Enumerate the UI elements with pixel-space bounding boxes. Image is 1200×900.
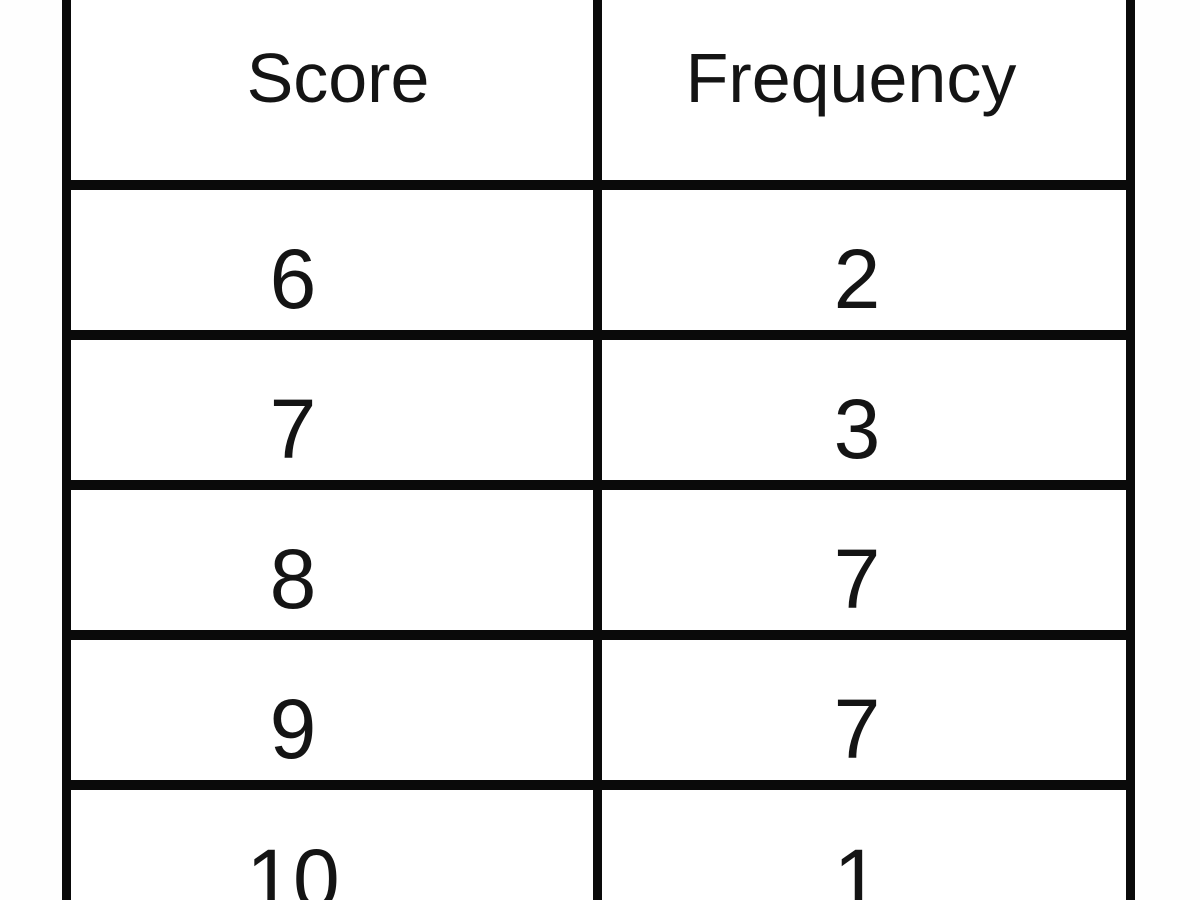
frequency-column-header: Frequency	[602, 0, 1126, 180]
table-row: 7 3	[71, 340, 1126, 490]
score-column-header: Score	[71, 0, 602, 180]
score-cell: 6	[71, 190, 602, 330]
frequency-cell: 3	[602, 340, 1126, 480]
frequency-value: 7	[833, 681, 881, 776]
score-cell: 10	[71, 790, 602, 900]
table-row: 6 2	[71, 190, 1126, 340]
table-row: 8 7	[71, 490, 1126, 640]
score-value: 6	[269, 231, 317, 326]
score-value: 8	[269, 531, 317, 626]
score-value: 10	[246, 831, 340, 900]
frequency-cell: 1	[602, 790, 1126, 900]
table-header-row: Score Frequency	[71, 0, 1126, 190]
frequency-header-label: Frequency	[685, 39, 1017, 117]
score-header-label: Score	[246, 39, 430, 117]
frequency-cell: 7	[602, 640, 1126, 780]
frequency-cell: 2	[602, 190, 1126, 330]
frequency-value: 7	[833, 531, 881, 626]
score-cell: 7	[71, 340, 602, 480]
frequency-value: 2	[833, 231, 881, 326]
table-row: 10 1	[71, 790, 1126, 900]
score-value: 7	[269, 381, 317, 476]
score-cell: 9	[71, 640, 602, 780]
score-value: 9	[269, 681, 317, 776]
frequency-value: 3	[833, 381, 881, 476]
frequency-table: Score Frequency 6 2 7 3 8	[62, 0, 1135, 900]
frequency-value: 1	[833, 831, 881, 900]
frequency-cell: 7	[602, 490, 1126, 630]
table-row: 9 7	[71, 640, 1126, 790]
score-cell: 8	[71, 490, 602, 630]
